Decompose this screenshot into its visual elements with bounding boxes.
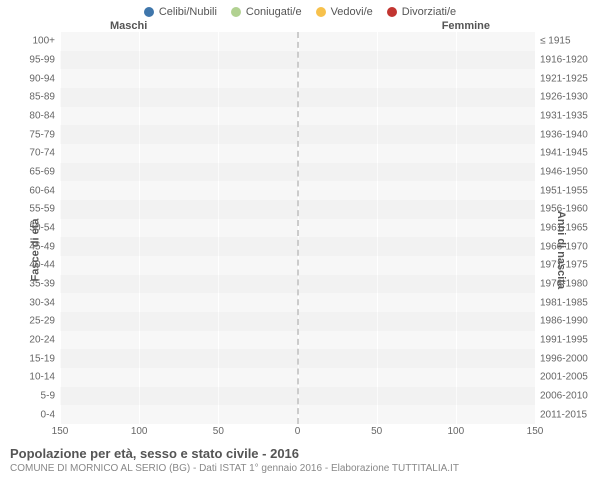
center-divider: [297, 32, 299, 424]
birth-year-label: 1956-1960: [540, 204, 595, 215]
x-tick-label: 150: [52, 426, 69, 437]
age-band-label: 65-69: [15, 167, 55, 178]
legend-item: Divorziati/e: [387, 6, 456, 18]
birth-year-label: 2001-2005: [540, 372, 595, 383]
age-band-label: 10-14: [15, 372, 55, 383]
footer-title: Popolazione per età, sesso e stato civil…: [10, 446, 590, 461]
age-band-label: 75-79: [15, 129, 55, 140]
birth-year-label: 1941-1945: [540, 148, 595, 159]
legend-dot-icon: [387, 7, 397, 17]
age-band-label: 45-49: [15, 241, 55, 252]
legend: Celibi/Nubili Coniugati/e Vedovi/e Divorzia…: [0, 0, 600, 18]
x-tick-label: 150: [527, 426, 544, 437]
male-label: Maschi: [110, 20, 147, 32]
legend-label: Coniugati/e: [246, 6, 302, 18]
x-axis: 15010050050100150: [60, 426, 535, 440]
legend-dot-icon: [144, 7, 154, 17]
age-band-label: 40-44: [15, 260, 55, 271]
legend-label: Divorziati/e: [402, 6, 456, 18]
x-tick-label: 100: [447, 426, 464, 437]
birth-year-label: 1966-1970: [540, 241, 595, 252]
population-pyramid-chart: Celibi/Nubili Coniugati/e Vedovi/e Divorzia…: [0, 0, 600, 500]
birth-year-label: 1951-1955: [540, 185, 595, 196]
birth-year-label: 1961-1965: [540, 223, 595, 234]
legend-item: Coniugati/e: [231, 6, 302, 18]
legend-item: Celibi/Nubili: [144, 6, 217, 18]
legend-label: Celibi/Nubili: [159, 6, 217, 18]
birth-year-label: 1916-1920: [540, 55, 595, 66]
age-band-label: 55-59: [15, 204, 55, 215]
birth-year-label: 1981-1985: [540, 297, 595, 308]
age-band-label: 60-64: [15, 185, 55, 196]
age-band-label: 15-19: [15, 353, 55, 364]
age-band-label: 30-34: [15, 297, 55, 308]
age-band-label: 25-29: [15, 316, 55, 327]
birth-year-label: 1931-1935: [540, 111, 595, 122]
birth-year-label: 1986-1990: [540, 316, 595, 327]
birth-year-label: 1976-1980: [540, 279, 595, 290]
x-tick-label: 0: [295, 426, 301, 437]
age-band-label: 85-89: [15, 92, 55, 103]
age-band-label: 50-54: [15, 223, 55, 234]
x-tick-label: 50: [213, 426, 224, 437]
birth-year-label: 1996-2000: [540, 353, 595, 364]
x-tick-label: 50: [371, 426, 382, 437]
age-band-label: 20-24: [15, 335, 55, 346]
gender-labels: Maschi Femmine: [0, 18, 600, 32]
legend-dot-icon: [316, 7, 326, 17]
x-tick-label: 100: [131, 426, 148, 437]
birth-year-label: 1971-1975: [540, 260, 595, 271]
birth-year-label: 1946-1950: [540, 167, 595, 178]
age-band-label: 70-74: [15, 148, 55, 159]
age-band-label: 35-39: [15, 279, 55, 290]
birth-year-label: 1936-1940: [540, 129, 595, 140]
legend-item: Vedovi/e: [316, 6, 373, 18]
age-band-label: 90-94: [15, 73, 55, 84]
age-band-label: 100+: [15, 36, 55, 47]
birth-year-label: 2011-2015: [540, 409, 595, 420]
legend-dot-icon: [231, 7, 241, 17]
age-band-label: 0-4: [15, 409, 55, 420]
age-band-label: 95-99: [15, 55, 55, 66]
female-label: Femmine: [442, 20, 490, 32]
age-band-label: 5-9: [15, 391, 55, 402]
birth-year-label: 1921-1925: [540, 73, 595, 84]
footer-subtitle: COMUNE DI MORNICO AL SERIO (BG) - Dati I…: [10, 461, 590, 474]
plot-area: 100+≤ 191595-991916-192090-941921-192585…: [60, 32, 535, 424]
age-band-label: 80-84: [15, 111, 55, 122]
birth-year-label: ≤ 1915: [540, 36, 595, 47]
birth-year-label: 2006-2010: [540, 391, 595, 402]
birth-year-label: 1991-1995: [540, 335, 595, 346]
chart-footer: Popolazione per età, sesso e stato civil…: [0, 440, 600, 474]
birth-year-label: 1926-1930: [540, 92, 595, 103]
legend-label: Vedovi/e: [331, 6, 373, 18]
